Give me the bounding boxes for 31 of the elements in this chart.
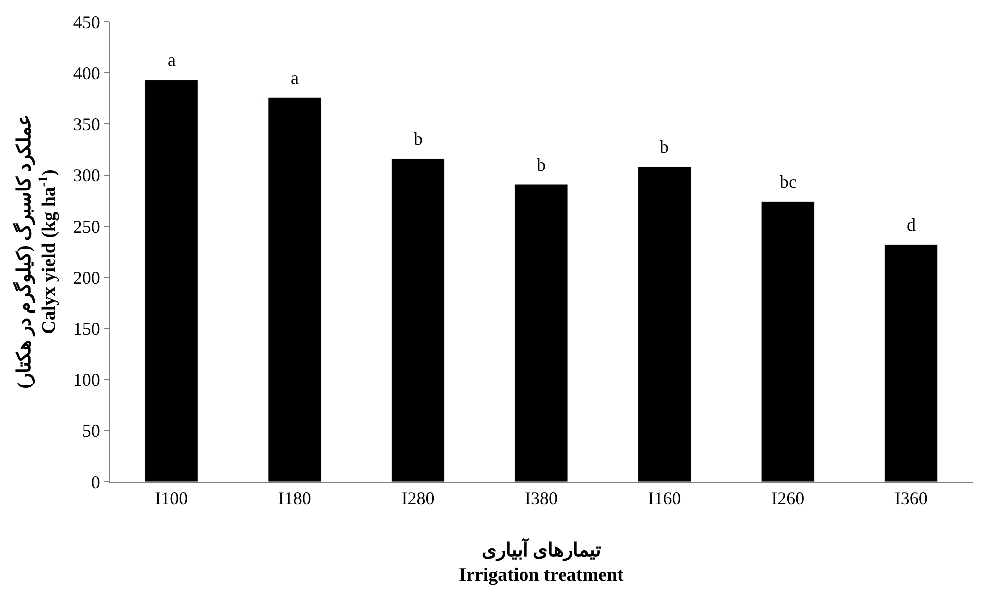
x-tick-label: I380: [525, 488, 558, 509]
y-tick-label: 300: [73, 166, 100, 186]
y-tick-label: 400: [73, 63, 100, 84]
annotation: a: [168, 50, 176, 70]
bar: [514, 184, 568, 482]
y-tick-label: 100: [73, 370, 100, 390]
annotation: b: [537, 155, 546, 175]
x-tick-label: I100: [155, 488, 188, 509]
bar: [761, 202, 815, 482]
x-tick-label: I360: [894, 488, 928, 509]
annotation: a: [291, 68, 299, 88]
annotation: b: [414, 129, 423, 149]
x-tick-label: I180: [278, 488, 312, 509]
x-tick-label: I160: [648, 488, 682, 509]
bar: [638, 166, 692, 482]
y-tick-label: 50: [82, 421, 100, 442]
y-tick-label: 450: [73, 12, 100, 32]
y-tick-label: 0: [91, 472, 100, 492]
y-tick-label: 200: [73, 268, 100, 288]
annotation: bc: [780, 172, 797, 192]
annotation: b: [660, 137, 669, 157]
y-tick-label: 350: [73, 114, 100, 135]
bar: [391, 158, 445, 482]
bar: [884, 244, 938, 482]
bar: [268, 97, 322, 482]
bar: [144, 80, 198, 482]
x-tick-label: I260: [772, 488, 805, 509]
annotation: d: [907, 215, 916, 235]
y-tick-label: 250: [73, 216, 100, 237]
y-tick-label: 150: [73, 318, 100, 339]
x-tick-label: I280: [402, 488, 435, 509]
